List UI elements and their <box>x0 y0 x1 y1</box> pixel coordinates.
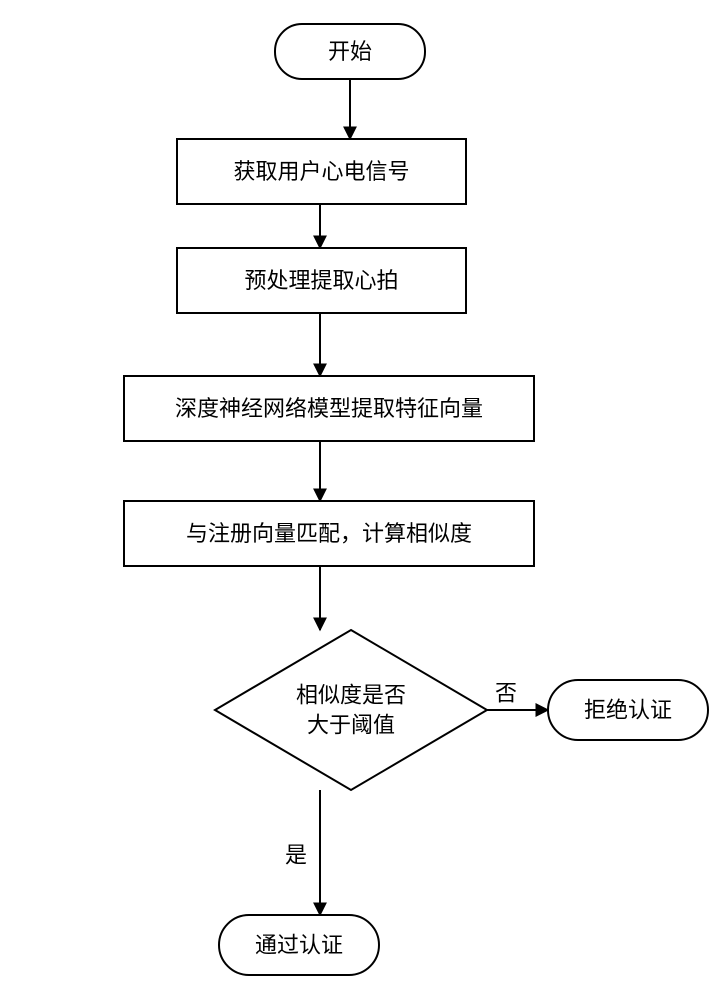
edge-label-decision-reject: 否 <box>495 681 517 706</box>
node-pass: 通过认证 <box>219 915 379 975</box>
node-shape-decision <box>215 630 487 790</box>
node-start: 开始 <box>275 24 425 79</box>
flowchart-canvas: 否是开始获取用户心电信号预处理提取心拍深度神经网络模型提取特征向量与注册向量匹配… <box>0 0 727 1000</box>
node-label-reject-0: 拒绝认证 <box>584 698 672 723</box>
node-label-decision-0: 相似度是否 <box>296 683 406 708</box>
node-label-start-0: 开始 <box>328 39 372 64</box>
node-label-acquire-0: 获取用户心电信号 <box>233 159 409 184</box>
node-label-pass-0: 通过认证 <box>255 933 343 958</box>
node-acquire: 获取用户心电信号 <box>177 139 466 204</box>
node-label-preproc-0: 预处理提取心拍 <box>244 268 398 293</box>
node-match: 与注册向量匹配，计算相似度 <box>124 501 534 566</box>
node-decision: 相似度是否大于阈值 <box>215 630 487 790</box>
node-reject: 拒绝认证 <box>548 680 708 740</box>
node-preproc: 预处理提取心拍 <box>177 248 466 313</box>
node-dnn: 深度神经网络模型提取特征向量 <box>124 376 534 441</box>
node-label-decision-1: 大于阈值 <box>307 713 395 738</box>
node-label-dnn-0: 深度神经网络模型提取特征向量 <box>175 396 483 421</box>
node-label-match-0: 与注册向量匹配，计算相似度 <box>186 521 472 546</box>
nodes-layer: 开始获取用户心电信号预处理提取心拍深度神经网络模型提取特征向量与注册向量匹配，计… <box>124 24 708 975</box>
edge-label-decision-pass: 是 <box>285 843 307 868</box>
